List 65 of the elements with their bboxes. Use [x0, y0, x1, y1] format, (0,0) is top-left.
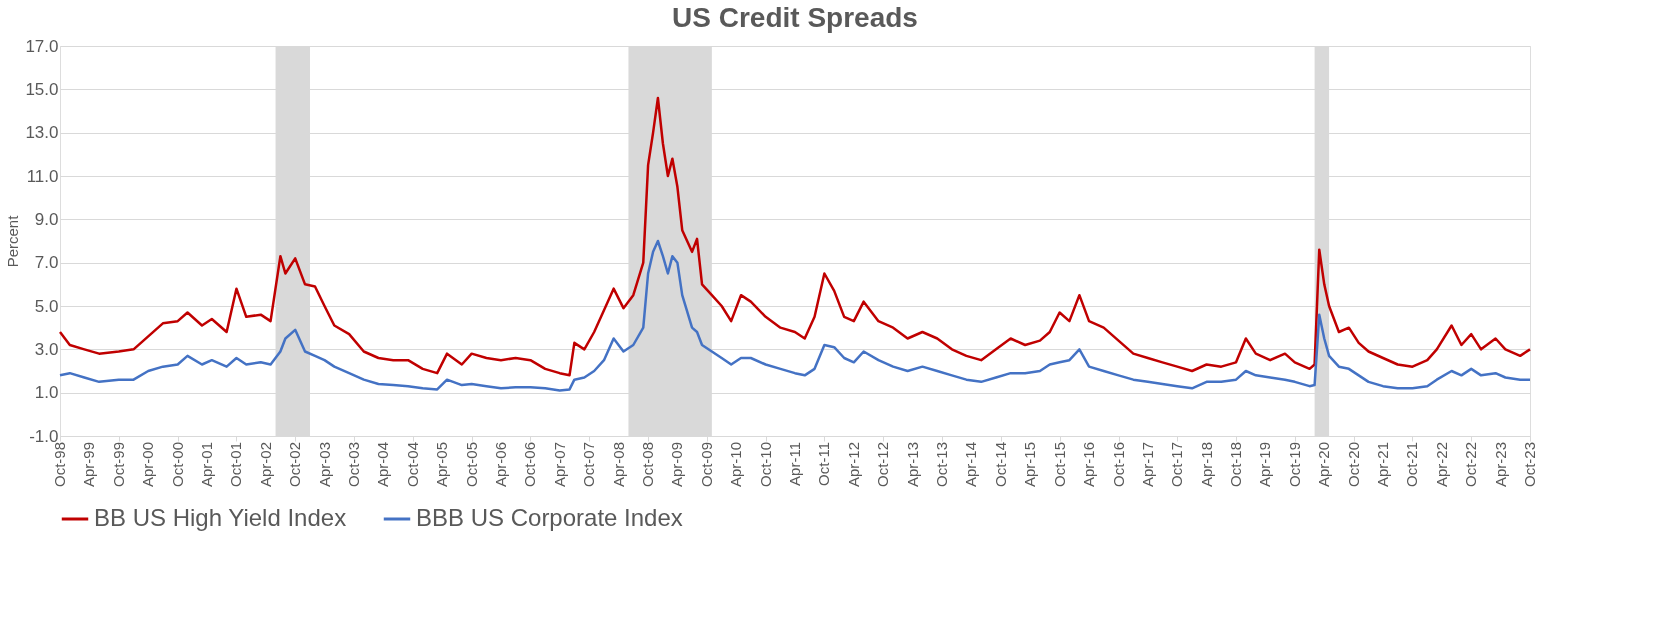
x-tick-label: Apr-01	[197, 442, 215, 488]
x-tick-label: Apr-17	[1138, 442, 1156, 488]
x-tick-label: Oct-04	[403, 442, 421, 488]
line-series	[58, 96, 1532, 377]
x-tick-label: Apr-10	[727, 442, 745, 488]
x-tick-label: Oct-14	[991, 442, 1009, 488]
x-tick-label: Apr-14	[962, 442, 980, 488]
x-tick-label: Apr-02	[256, 442, 274, 488]
x-tick-label: Oct-05	[462, 442, 480, 488]
y-tick-label: 11.0	[26, 166, 59, 186]
y-tick-label: 9.0	[34, 209, 59, 229]
legend-label: BBB US Corporate Index	[416, 504, 683, 531]
x-tick-label: Oct-21	[1403, 442, 1421, 488]
y-tick-label: 7.0	[34, 253, 59, 273]
y-axis-title: Percent	[4, 214, 22, 268]
x-tick-label: Oct-19	[1285, 442, 1303, 488]
y-tick-label: 13.0	[25, 123, 59, 143]
x-tick-label: Oct-16	[1109, 442, 1127, 488]
x-tick-label: Apr-06	[491, 442, 509, 488]
x-tick-label: Oct-22	[1462, 442, 1480, 488]
x-tick-label: Apr-23	[1491, 442, 1509, 488]
x-tick-label: Oct-00	[168, 442, 186, 488]
x-tick-label: Apr-99	[80, 442, 98, 488]
x-tick-label: Oct-13	[933, 442, 951, 488]
x-tick-label: Apr-05	[433, 442, 451, 488]
y-tick-label: 1.0	[34, 383, 59, 403]
x-tick-label: Apr-04	[374, 442, 392, 488]
x-tick-label: Apr-03	[315, 442, 333, 488]
line-series	[58, 239, 1532, 392]
x-tick-label: Oct-15	[1050, 442, 1068, 488]
x-tick-label: Oct-09	[697, 442, 715, 488]
x-tick-label: Apr-00	[139, 442, 157, 488]
x-tick-label: Oct-03	[344, 442, 362, 488]
x-tick-label: Oct-11	[815, 442, 833, 486]
x-tick-label: Apr-12	[844, 442, 862, 488]
x-tick-label: Oct-23	[1521, 442, 1538, 488]
y-tick-label: 3.0	[34, 339, 59, 359]
x-tick-label: Oct-20	[1344, 442, 1362, 488]
y-tick-label: 15.0	[25, 79, 59, 99]
x-tick-label: Oct-08	[639, 442, 657, 488]
x-tick-label: Apr-08	[609, 442, 627, 488]
x-tick-label: Apr-22	[1432, 442, 1450, 488]
x-tick-label: Oct-17	[1168, 442, 1186, 488]
x-tick-label: Apr-13	[903, 442, 921, 488]
x-tick-label: Apr-19	[1256, 442, 1274, 488]
chart-title: US Credit Spreads	[672, 2, 918, 33]
x-tick-label: Apr-18	[1197, 442, 1215, 488]
x-tick-label: Oct-07	[580, 442, 598, 488]
x-tick-label: Apr-21	[1374, 442, 1392, 488]
y-tick-label: 17.0	[25, 36, 59, 56]
x-tick-label: Oct-06	[521, 442, 539, 488]
y-tick-label: 5.0	[34, 296, 59, 316]
x-tick-label: Apr-16	[1080, 442, 1098, 488]
x-tick-label: Oct-12	[874, 442, 892, 488]
x-tick-label: Oct-18	[1227, 442, 1245, 488]
x-tick-label: Oct-10	[756, 442, 774, 488]
x-tick-label: Apr-07	[550, 442, 568, 488]
x-tick-label: Oct-02	[286, 442, 304, 488]
x-tick-label: Apr-15	[1021, 442, 1039, 488]
x-tick-label: Apr-09	[668, 442, 686, 488]
x-tick-label: Oct-01	[227, 442, 245, 488]
x-tick-label: Oct-99	[109, 442, 127, 488]
legend-label: BB US High Yield Index	[94, 504, 347, 531]
x-tick-label: Apr-20	[1315, 442, 1333, 488]
x-tick-label: Apr-11	[785, 442, 803, 486]
